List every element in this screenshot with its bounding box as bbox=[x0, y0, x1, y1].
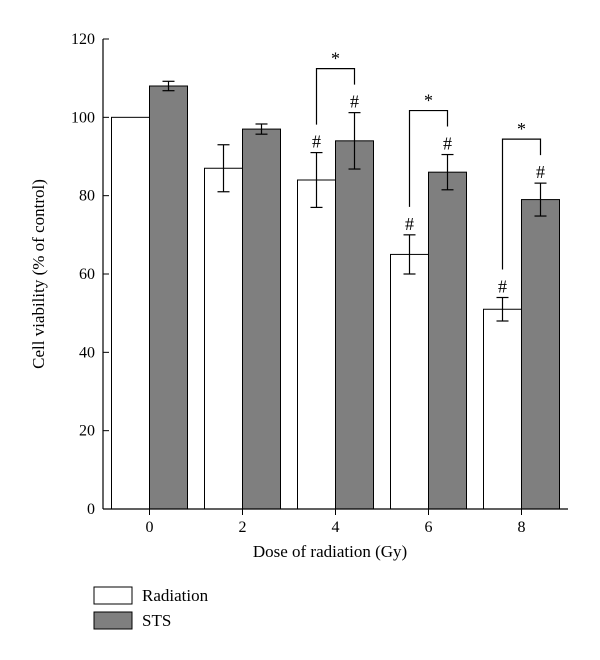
significance-hash: # bbox=[443, 134, 452, 154]
y-axis-title: Cell viability (% of control) bbox=[29, 179, 48, 369]
y-tick-label: 20 bbox=[79, 423, 95, 440]
legend-label-sts: STS bbox=[142, 611, 171, 630]
bar-sts-4 bbox=[335, 140, 374, 510]
legend: Radiation STS bbox=[93, 586, 209, 630]
significance-hash: # bbox=[536, 162, 545, 182]
bar-sts-0 bbox=[149, 85, 188, 510]
significance-star: * bbox=[424, 91, 433, 111]
bar-radiation-8 bbox=[483, 308, 522, 510]
significance-bracket bbox=[408, 109, 449, 207]
bar-sts-6 bbox=[428, 171, 467, 510]
significance-star: * bbox=[517, 119, 526, 139]
bar-radiation-6 bbox=[390, 253, 429, 510]
legend-swatch-radiation bbox=[93, 586, 133, 605]
y-tick-label: 0 bbox=[87, 501, 95, 518]
bar-radiation-2 bbox=[204, 167, 243, 510]
plot-area: 0 20 40 60 80 100 120 0 2 4 6 8 # # # # # # * * * bbox=[71, 31, 568, 536]
x-tick-label: 0 bbox=[146, 519, 154, 536]
bar-radiation-0 bbox=[111, 116, 150, 510]
x-tick-label: 6 bbox=[425, 519, 433, 536]
significance-hash: # bbox=[405, 214, 414, 234]
y-tick-label: 60 bbox=[79, 266, 95, 283]
x-tick-label: 2 bbox=[239, 519, 247, 536]
significance-star: * bbox=[331, 49, 340, 69]
bar-radiation-4 bbox=[297, 179, 336, 510]
significance-hash: # bbox=[312, 132, 321, 152]
significance-bracket bbox=[501, 138, 542, 270]
bar-sts-2 bbox=[242, 128, 281, 510]
significance-hash: # bbox=[350, 92, 359, 112]
legend-label-radiation: Radiation bbox=[142, 586, 209, 605]
x-tick-label: 4 bbox=[332, 519, 340, 536]
y-tick-label: 120 bbox=[71, 31, 95, 48]
y-tick-label: 100 bbox=[71, 109, 95, 126]
significance-bracket bbox=[315, 68, 356, 125]
y-tick-label: 80 bbox=[79, 188, 95, 205]
significance-hash: # bbox=[498, 277, 507, 297]
y-tick-label: 40 bbox=[79, 344, 95, 361]
legend-swatch-sts bbox=[93, 611, 133, 630]
bar-sts-8 bbox=[521, 199, 560, 510]
x-tick-label: 8 bbox=[518, 519, 526, 536]
x-axis-title: Dose of radiation (Gy) bbox=[253, 542, 407, 561]
